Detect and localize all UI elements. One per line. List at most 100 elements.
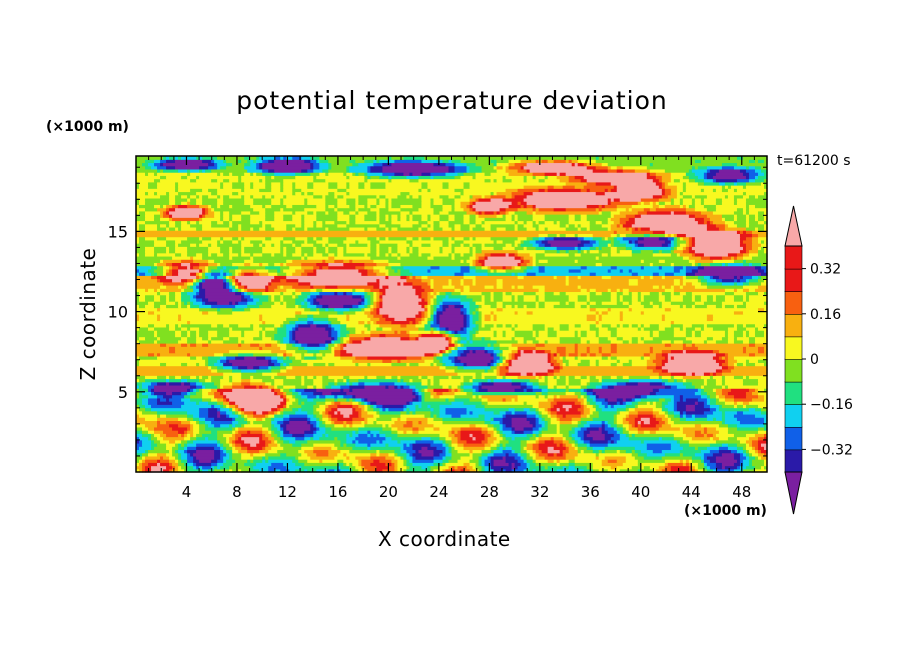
field-cell bbox=[208, 362, 215, 367]
field-cell bbox=[250, 468, 260, 473]
field-cell bbox=[745, 439, 753, 444]
field-cell bbox=[154, 433, 161, 438]
field-cell bbox=[238, 436, 242, 441]
field-cell bbox=[511, 349, 519, 354]
field-cell bbox=[505, 413, 528, 418]
field-cell bbox=[325, 352, 335, 357]
field-cell bbox=[721, 442, 729, 447]
field-cell bbox=[580, 249, 585, 254]
field-cell bbox=[199, 278, 203, 283]
field-cell bbox=[547, 339, 561, 344]
field-cell bbox=[298, 346, 305, 351]
field-cell bbox=[220, 391, 224, 396]
field-cell bbox=[664, 307, 672, 312]
field-cell bbox=[208, 262, 218, 267]
field-cell bbox=[238, 343, 242, 347]
field-cell bbox=[715, 359, 726, 363]
field-cell bbox=[574, 304, 582, 309]
field-cell bbox=[295, 326, 299, 331]
field-cell bbox=[217, 310, 233, 315]
field-cell bbox=[337, 246, 344, 251]
field-cell bbox=[571, 433, 579, 438]
field-cell bbox=[388, 284, 414, 289]
field-cell bbox=[295, 320, 308, 325]
field-cell bbox=[304, 268, 314, 273]
field-cell bbox=[673, 401, 678, 405]
field-cell bbox=[565, 291, 591, 296]
field-cell bbox=[367, 442, 371, 447]
field-cell bbox=[463, 381, 474, 386]
field-cell bbox=[229, 401, 236, 405]
field-cell bbox=[313, 449, 329, 454]
field-cell bbox=[250, 252, 254, 257]
field-cell bbox=[139, 391, 143, 396]
field-cell bbox=[385, 375, 393, 380]
field-cell bbox=[142, 426, 149, 431]
field-cell bbox=[430, 391, 438, 396]
field-cell bbox=[412, 420, 420, 425]
field-cell bbox=[376, 465, 389, 470]
field-cell bbox=[379, 307, 426, 312]
field-cell bbox=[202, 388, 212, 392]
field-cell bbox=[199, 420, 206, 425]
field-cell bbox=[511, 423, 534, 428]
field-cell bbox=[283, 381, 302, 386]
field-cell bbox=[502, 349, 513, 354]
field-cell bbox=[709, 449, 720, 454]
field-cell bbox=[295, 301, 302, 305]
field-cell bbox=[274, 375, 287, 380]
field-cell bbox=[673, 291, 681, 296]
field-cell bbox=[250, 430, 263, 434]
field-cell bbox=[226, 449, 233, 454]
field-cell bbox=[157, 355, 191, 360]
field-cell bbox=[451, 468, 456, 473]
field-cell bbox=[337, 378, 344, 383]
field-cell bbox=[220, 439, 227, 444]
field-cell bbox=[163, 468, 170, 473]
field-cell bbox=[178, 304, 182, 309]
field-cell bbox=[415, 449, 420, 454]
field-cell bbox=[574, 391, 582, 396]
field-cell bbox=[469, 243, 474, 247]
field-cell bbox=[199, 284, 203, 289]
field-cell bbox=[595, 359, 600, 363]
field-cell bbox=[397, 359, 402, 363]
field-cell bbox=[691, 262, 696, 267]
field-cell bbox=[361, 272, 368, 276]
field-cell bbox=[703, 455, 708, 460]
field-cell bbox=[583, 407, 591, 412]
field-cell bbox=[589, 346, 600, 351]
field-cell bbox=[316, 294, 323, 299]
field-cell bbox=[286, 252, 293, 257]
field-cell bbox=[190, 391, 197, 396]
field-cell bbox=[370, 307, 374, 312]
field-cell bbox=[400, 272, 414, 276]
field-cell bbox=[553, 394, 558, 399]
field-cell bbox=[445, 452, 453, 457]
field-cell bbox=[301, 291, 311, 296]
field-cell bbox=[484, 417, 492, 421]
field-cell bbox=[151, 391, 155, 396]
field-cell bbox=[385, 407, 389, 412]
field-cell bbox=[337, 336, 341, 341]
field-cell bbox=[214, 449, 221, 454]
field-cell bbox=[589, 246, 597, 251]
field-cell bbox=[139, 384, 143, 389]
field-cell bbox=[736, 404, 744, 409]
field-cell bbox=[331, 426, 359, 431]
field-cell bbox=[325, 249, 329, 254]
field-cell bbox=[550, 410, 558, 415]
field-cell bbox=[385, 272, 389, 276]
field-cell bbox=[586, 375, 591, 380]
field-cell bbox=[397, 439, 402, 444]
field-cell bbox=[166, 239, 176, 244]
field-cell bbox=[760, 410, 768, 415]
field-cell bbox=[193, 281, 197, 286]
field-cell bbox=[256, 355, 266, 360]
field-cell bbox=[568, 381, 582, 386]
field-cell bbox=[271, 365, 281, 370]
field-cell bbox=[700, 278, 708, 283]
field-cell bbox=[250, 294, 254, 299]
field-cell bbox=[637, 404, 657, 409]
field-cell bbox=[589, 394, 597, 399]
